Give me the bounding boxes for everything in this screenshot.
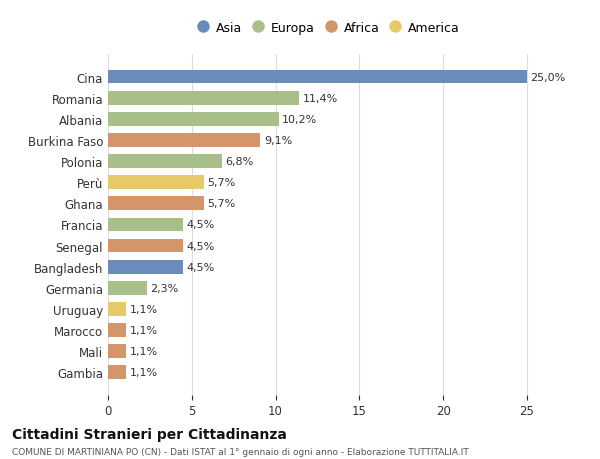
Text: 4,5%: 4,5% <box>187 220 215 230</box>
Bar <box>108 71 527 84</box>
Bar <box>108 176 203 190</box>
Bar <box>108 112 279 126</box>
Text: 1,1%: 1,1% <box>130 325 158 335</box>
Bar <box>108 281 146 295</box>
Text: 4,5%: 4,5% <box>187 241 215 251</box>
Bar <box>108 302 127 316</box>
Text: 4,5%: 4,5% <box>187 262 215 272</box>
Text: 25,0%: 25,0% <box>530 73 565 82</box>
Text: COMUNE DI MARTINIANA PO (CN) - Dati ISTAT al 1° gennaio di ogni anno - Elaborazi: COMUNE DI MARTINIANA PO (CN) - Dati ISTA… <box>12 448 469 457</box>
Text: 1,1%: 1,1% <box>130 304 158 314</box>
Bar <box>108 260 184 274</box>
Text: 5,7%: 5,7% <box>207 199 235 209</box>
Bar <box>108 134 260 147</box>
Legend: Asia, Europa, Africa, America: Asia, Europa, Africa, America <box>195 17 465 40</box>
Bar <box>108 92 299 105</box>
Text: 5,7%: 5,7% <box>207 178 235 188</box>
Bar <box>108 324 127 337</box>
Text: 9,1%: 9,1% <box>264 135 292 146</box>
Bar <box>108 218 184 232</box>
Text: Cittadini Stranieri per Cittadinanza: Cittadini Stranieri per Cittadinanza <box>12 427 287 441</box>
Bar <box>108 239 184 253</box>
Bar <box>108 155 222 168</box>
Text: 2,3%: 2,3% <box>150 283 178 293</box>
Text: 1,1%: 1,1% <box>130 368 158 377</box>
Text: 1,1%: 1,1% <box>130 347 158 356</box>
Bar <box>108 345 127 358</box>
Bar <box>108 197 203 211</box>
Text: 6,8%: 6,8% <box>225 157 254 167</box>
Text: 10,2%: 10,2% <box>282 115 317 124</box>
Text: 11,4%: 11,4% <box>302 94 338 103</box>
Bar <box>108 366 127 379</box>
